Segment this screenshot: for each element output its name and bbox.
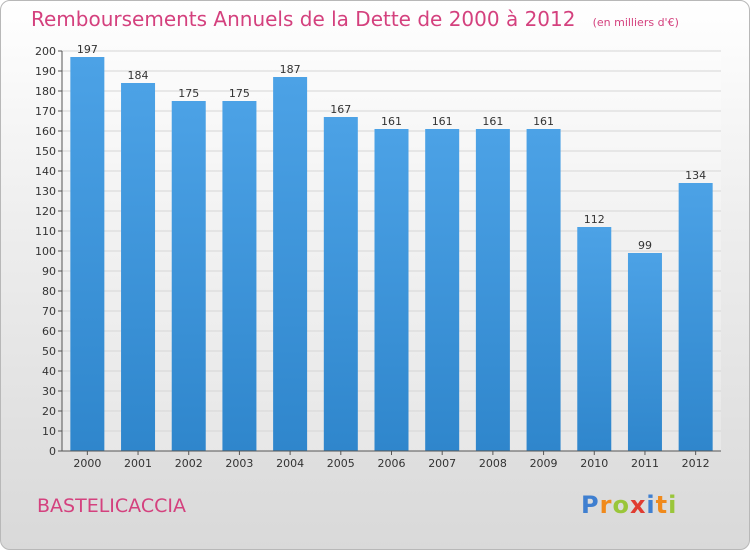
bar-value-label: 167 [330, 103, 351, 116]
x-tick-label: 2002 [175, 457, 203, 470]
x-tick-label: 2012 [682, 457, 710, 470]
bar-value-label: 112 [584, 213, 605, 226]
logo-letter: t [655, 491, 669, 519]
bar-value-label: 161 [432, 115, 453, 128]
y-tick-label: 50 [42, 345, 56, 358]
chart-title: Remboursements Annuels de la Dette de 20… [31, 7, 679, 31]
bar-value-label: 99 [638, 239, 652, 252]
logo-letter: P [581, 491, 600, 519]
y-tick-label: 150 [35, 145, 56, 158]
bar-value-label: 187 [280, 63, 301, 76]
logo-letter: r [599, 491, 613, 519]
y-tick-label: 30 [42, 385, 56, 398]
commune-name: BASTELICACCIA [37, 495, 186, 517]
y-tick-label: 60 [42, 325, 56, 338]
bar [526, 129, 561, 451]
x-tick-label: 2000 [73, 457, 101, 470]
logo-letter: i [646, 491, 656, 519]
y-tick-label: 110 [35, 225, 56, 238]
bar [425, 129, 460, 451]
bar-value-label: 134 [685, 169, 706, 182]
y-tick-label: 0 [49, 445, 56, 458]
bar [171, 101, 206, 451]
title-main: Remboursements Annuels de la Dette de 20… [31, 7, 576, 31]
bar-value-label: 161 [533, 115, 554, 128]
bar [374, 129, 409, 451]
y-tick-label: 100 [35, 245, 56, 258]
y-tick-label: 140 [35, 165, 56, 178]
bar-value-label: 175 [229, 87, 250, 100]
logo-letter: o [612, 491, 630, 519]
x-tick-label: 2001 [124, 457, 152, 470]
bar-value-label: 161 [381, 115, 402, 128]
logo-letter: x [629, 491, 647, 519]
y-tick-label: 90 [42, 265, 56, 278]
bar-value-label: 184 [128, 69, 149, 82]
x-tick-label: 2008 [479, 457, 507, 470]
proxiti-logo: Proxiti [581, 491, 677, 519]
y-tick-label: 120 [35, 205, 56, 218]
bar [627, 253, 662, 451]
y-tick-label: 40 [42, 365, 56, 378]
x-tick-label: 2005 [327, 457, 355, 470]
bar [273, 77, 308, 451]
y-tick-label: 20 [42, 405, 56, 418]
bar [323, 117, 358, 451]
y-tick-label: 160 [35, 125, 56, 138]
x-tick-label: 2011 [631, 457, 659, 470]
x-tick-label: 2003 [225, 457, 253, 470]
bar [121, 83, 156, 451]
bar [678, 183, 713, 451]
bar-value-label: 197 [77, 43, 98, 56]
bar [222, 101, 257, 451]
bar-value-label: 175 [178, 87, 199, 100]
bar [475, 129, 510, 451]
y-tick-label: 80 [42, 285, 56, 298]
bar-value-label: 161 [482, 115, 503, 128]
x-tick-label: 2010 [580, 457, 608, 470]
y-tick-label: 200 [35, 45, 56, 58]
title-unit: (en milliers d'€) [592, 16, 679, 29]
x-tick-label: 2009 [530, 457, 558, 470]
y-tick-label: 190 [35, 65, 56, 78]
x-tick-label: 2004 [276, 457, 304, 470]
y-tick-label: 180 [35, 85, 56, 98]
y-tick-label: 70 [42, 305, 56, 318]
y-tick-label: 170 [35, 105, 56, 118]
x-tick-label: 2006 [378, 457, 406, 470]
x-tick-label: 2007 [428, 457, 456, 470]
y-tick-label: 130 [35, 185, 56, 198]
bar [70, 57, 105, 451]
y-tick-label: 10 [42, 425, 56, 438]
logo-letter: i [668, 491, 678, 519]
bar [577, 227, 612, 451]
